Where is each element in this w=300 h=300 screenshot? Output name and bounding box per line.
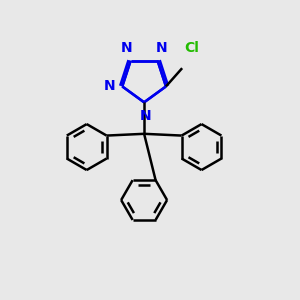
Text: N: N [103,80,115,93]
Text: N: N [140,109,152,123]
Text: N: N [120,41,132,55]
Text: Cl: Cl [184,40,199,55]
Text: N: N [156,41,168,55]
